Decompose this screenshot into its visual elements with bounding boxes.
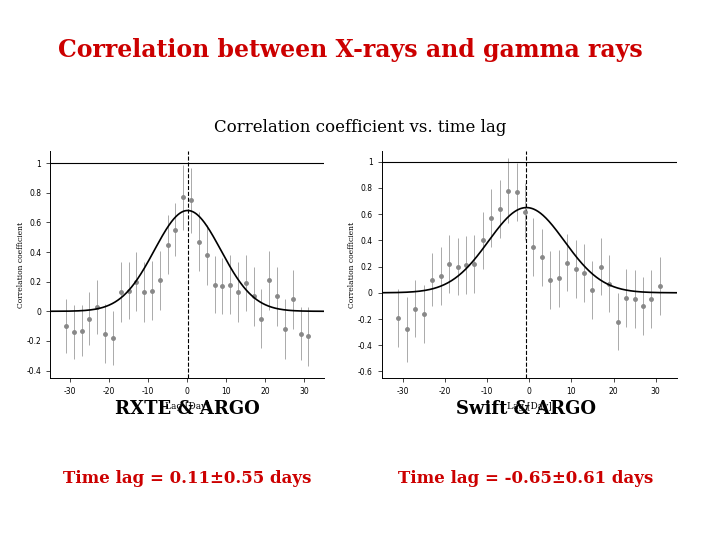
X-axis label: Lag [Day]: Lag [Day] [507, 402, 552, 410]
Text: Time lag = -0.65±0.61 days: Time lag = -0.65±0.61 days [398, 470, 653, 487]
X-axis label: Lag [Day]: Lag [Day] [165, 402, 210, 410]
Text: RXTE & ARGO: RXTE & ARGO [114, 400, 260, 417]
Text: Correlation between X-rays and gamma rays: Correlation between X-rays and gamma ray… [58, 38, 642, 62]
Text: Time lag = 0.11±0.55 days: Time lag = 0.11±0.55 days [63, 470, 311, 487]
Y-axis label: Correlation coefficient: Correlation coefficient [17, 221, 25, 308]
Y-axis label: Correlation coefficient: Correlation coefficient [348, 221, 356, 308]
Text: Correlation coefficient vs. time lag: Correlation coefficient vs. time lag [214, 119, 506, 136]
Text: Swift & ARGO: Swift & ARGO [456, 400, 595, 417]
